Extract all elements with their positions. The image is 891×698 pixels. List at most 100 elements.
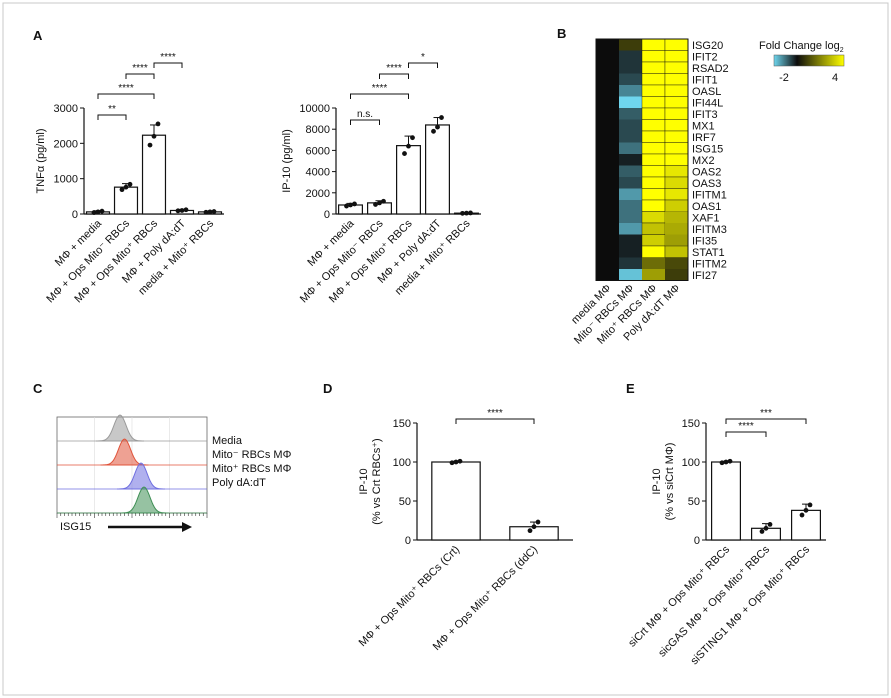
y-tick-label: 0 xyxy=(694,535,700,547)
y-tick-label: 50 xyxy=(688,496,700,508)
heatmap-row-label: IRF7 xyxy=(692,132,716,144)
y-tick-label: 8000 xyxy=(306,124,330,136)
heatmap-cell xyxy=(641,119,666,132)
heatmap-row-label: OAS1 xyxy=(692,201,721,213)
legend-max-label: 4 xyxy=(832,72,838,84)
data-point xyxy=(377,200,382,206)
data-point xyxy=(348,202,353,208)
heatmap-cell xyxy=(664,153,689,166)
heatmap-cell xyxy=(664,61,689,74)
heatmap-cell xyxy=(619,234,642,246)
data-point xyxy=(453,459,459,465)
histogram-legend-item: Mito⁺ RBCs MΦ xyxy=(212,463,292,475)
significance-label: **** xyxy=(738,421,754,432)
y-tick-label: 2000 xyxy=(54,138,78,150)
heatmap-cell xyxy=(642,269,665,281)
heatmap-cell xyxy=(596,142,619,154)
heatmap-cell xyxy=(641,142,666,155)
heatmap-cell xyxy=(596,108,619,120)
heatmap-cell xyxy=(619,200,642,212)
heatmap-cell xyxy=(619,96,642,108)
heatmap-cell xyxy=(596,131,619,143)
y-tick-label: 6000 xyxy=(306,145,330,157)
significance-bracket xyxy=(97,114,127,120)
bar xyxy=(425,124,450,215)
chart-c-histogram: Media Mito⁻ RBCs MΦ Mito⁺ RBCs MΦ Poly dA:d… xyxy=(56,414,292,533)
y-tick-label: 150 xyxy=(393,418,411,430)
heatmap-cell xyxy=(664,188,689,201)
data-point xyxy=(767,522,773,527)
heatmap-cell xyxy=(641,211,666,224)
heatmap-cell xyxy=(641,188,666,201)
heatmap-cell xyxy=(619,39,642,51)
significance-bracket xyxy=(153,62,183,68)
heatmap-cell xyxy=(641,96,666,109)
heatmap-cell xyxy=(641,165,666,178)
legend-min-label: -2 xyxy=(779,72,789,84)
heatmap-cell xyxy=(642,257,665,269)
significance-bracket xyxy=(97,93,155,99)
heatmap-cell xyxy=(619,108,642,120)
heatmap-cell xyxy=(619,177,642,189)
data-point xyxy=(719,460,725,466)
data-point xyxy=(763,525,769,531)
heatmap-cell xyxy=(596,39,619,51)
y-tick-label: 2000 xyxy=(306,188,330,200)
significance-bracket xyxy=(725,418,807,424)
data-point xyxy=(207,209,213,215)
heatmap-cell xyxy=(619,119,642,131)
data-point xyxy=(381,198,386,204)
data-point xyxy=(147,142,153,148)
significance-label: **** xyxy=(487,408,503,419)
heatmap-cell xyxy=(619,188,642,200)
y-tick-label: 0 xyxy=(405,535,411,547)
heatmap-row-label: OASL xyxy=(692,86,721,98)
significance-label: * xyxy=(421,52,425,63)
heatmap-row-label: IFIT2 xyxy=(692,52,718,64)
heatmap-cell xyxy=(596,154,619,166)
heatmap-cell xyxy=(596,211,619,223)
heatmap-cell xyxy=(596,73,619,85)
data-point xyxy=(410,135,415,141)
legend-colorbar xyxy=(773,54,845,67)
y-axis-label: TNFα (pg/ml) xyxy=(35,128,47,193)
data-point xyxy=(457,458,463,464)
heatmap-cell xyxy=(619,142,642,154)
data-point xyxy=(175,208,181,214)
histogram-arrow-head xyxy=(182,522,192,532)
data-point xyxy=(344,203,349,209)
heatmap-cell xyxy=(665,223,688,235)
panel-label-e: E xyxy=(626,381,635,396)
bar xyxy=(710,461,741,541)
heatmap-cell xyxy=(664,84,689,97)
significance-bracket xyxy=(408,62,438,68)
heatmap-cell xyxy=(641,222,666,235)
heatmap-cell xyxy=(665,269,688,281)
heatmap-cell xyxy=(641,84,666,97)
data-point xyxy=(435,124,440,130)
bar xyxy=(431,461,481,541)
heatmap-cell xyxy=(619,85,642,97)
data-point xyxy=(406,143,411,149)
data-point xyxy=(723,459,729,465)
heatmap-row-label: XAF1 xyxy=(692,213,720,225)
heatmap-cell xyxy=(664,73,689,86)
heatmap-cell xyxy=(596,85,619,97)
data-point xyxy=(759,529,765,534)
y-tick-label: 100 xyxy=(682,457,700,469)
heatmap-cell xyxy=(619,246,642,258)
data-point xyxy=(95,209,101,215)
heatmap-row-label: IFI44L xyxy=(692,98,723,110)
y-axis-label: IP-10 xyxy=(651,468,663,494)
significance-label: **** xyxy=(118,83,134,94)
data-point xyxy=(799,512,805,518)
histogram-legend-item: Poly dA:dT xyxy=(212,477,266,489)
heatmap-cell xyxy=(641,107,666,120)
heatmap-row-label: IFI35 xyxy=(692,236,717,248)
heatmap-cell xyxy=(664,165,689,178)
data-point xyxy=(535,519,541,525)
heatmap-row-label: IFITM1 xyxy=(692,190,727,202)
heatmap-row-label: IFIT1 xyxy=(692,75,718,87)
